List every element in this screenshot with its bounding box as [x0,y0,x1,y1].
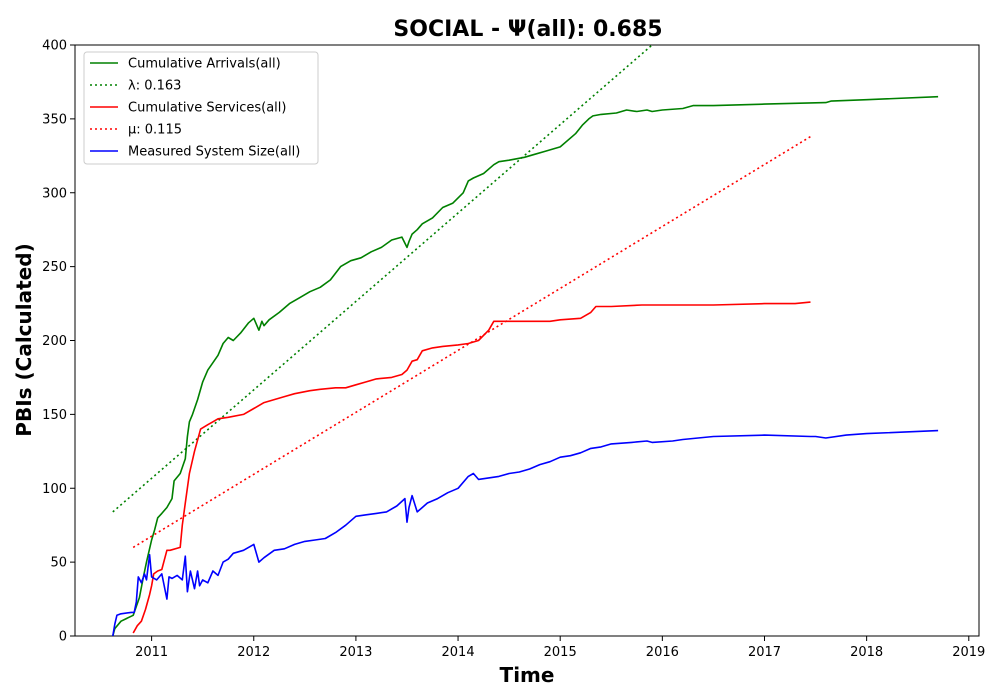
legend-label-0: Cumulative Arrivals(all) [128,57,281,72]
series-layer [112,45,939,636]
series-line-2 [132,301,811,634]
y-axis-label: PBIs (Calculated) [12,243,36,436]
x-tick-label: 2013 [339,645,372,660]
y-tick-label: 50 [50,556,67,571]
series-line-3 [132,135,811,549]
x-tick-label: 2011 [135,645,168,660]
legend: Cumulative Arrivals(all) λ: 0.163 Cumulati… [83,51,319,165]
x-axis: 2011 2012 2013 2014 2015 2016 2017 2018 2019 [135,636,985,660]
y-tick-label: 150 [42,408,67,423]
x-tick-label: 2012 [237,645,270,660]
x-tick-label: 2015 [544,645,577,660]
x-tick-label: 2018 [850,645,883,660]
y-axis: 0 50 100 150 200 250 300 350 400 [42,39,75,645]
legend-label-1: λ: 0.163 [128,79,181,94]
legend-box [83,51,319,165]
x-axis-label: Time [500,663,555,687]
chart-title: SOCIAL - Ψ(all): 0.685 [393,17,662,42]
x-tick-label: 2019 [952,645,985,660]
y-tick-label: 0 [59,630,67,645]
y-tick-label: 250 [42,260,67,275]
y-tick-label: 300 [42,186,67,201]
x-tick-label: 2014 [442,645,475,660]
legend-label-3: μ: 0.115 [128,123,182,138]
y-tick-label: 350 [42,112,67,127]
series-line-0 [112,95,939,636]
x-tick-label: 2016 [646,645,679,660]
series-line-4 [112,429,939,636]
y-tick-label: 200 [42,334,67,349]
legend-label-4: Measured System Size(all) [128,145,300,160]
legend-label-2: Cumulative Services(all) [128,101,286,116]
y-tick-label: 100 [42,482,67,497]
y-tick-label: 400 [42,39,67,54]
series-line-1 [112,45,654,513]
x-tick-label: 2017 [748,645,781,660]
